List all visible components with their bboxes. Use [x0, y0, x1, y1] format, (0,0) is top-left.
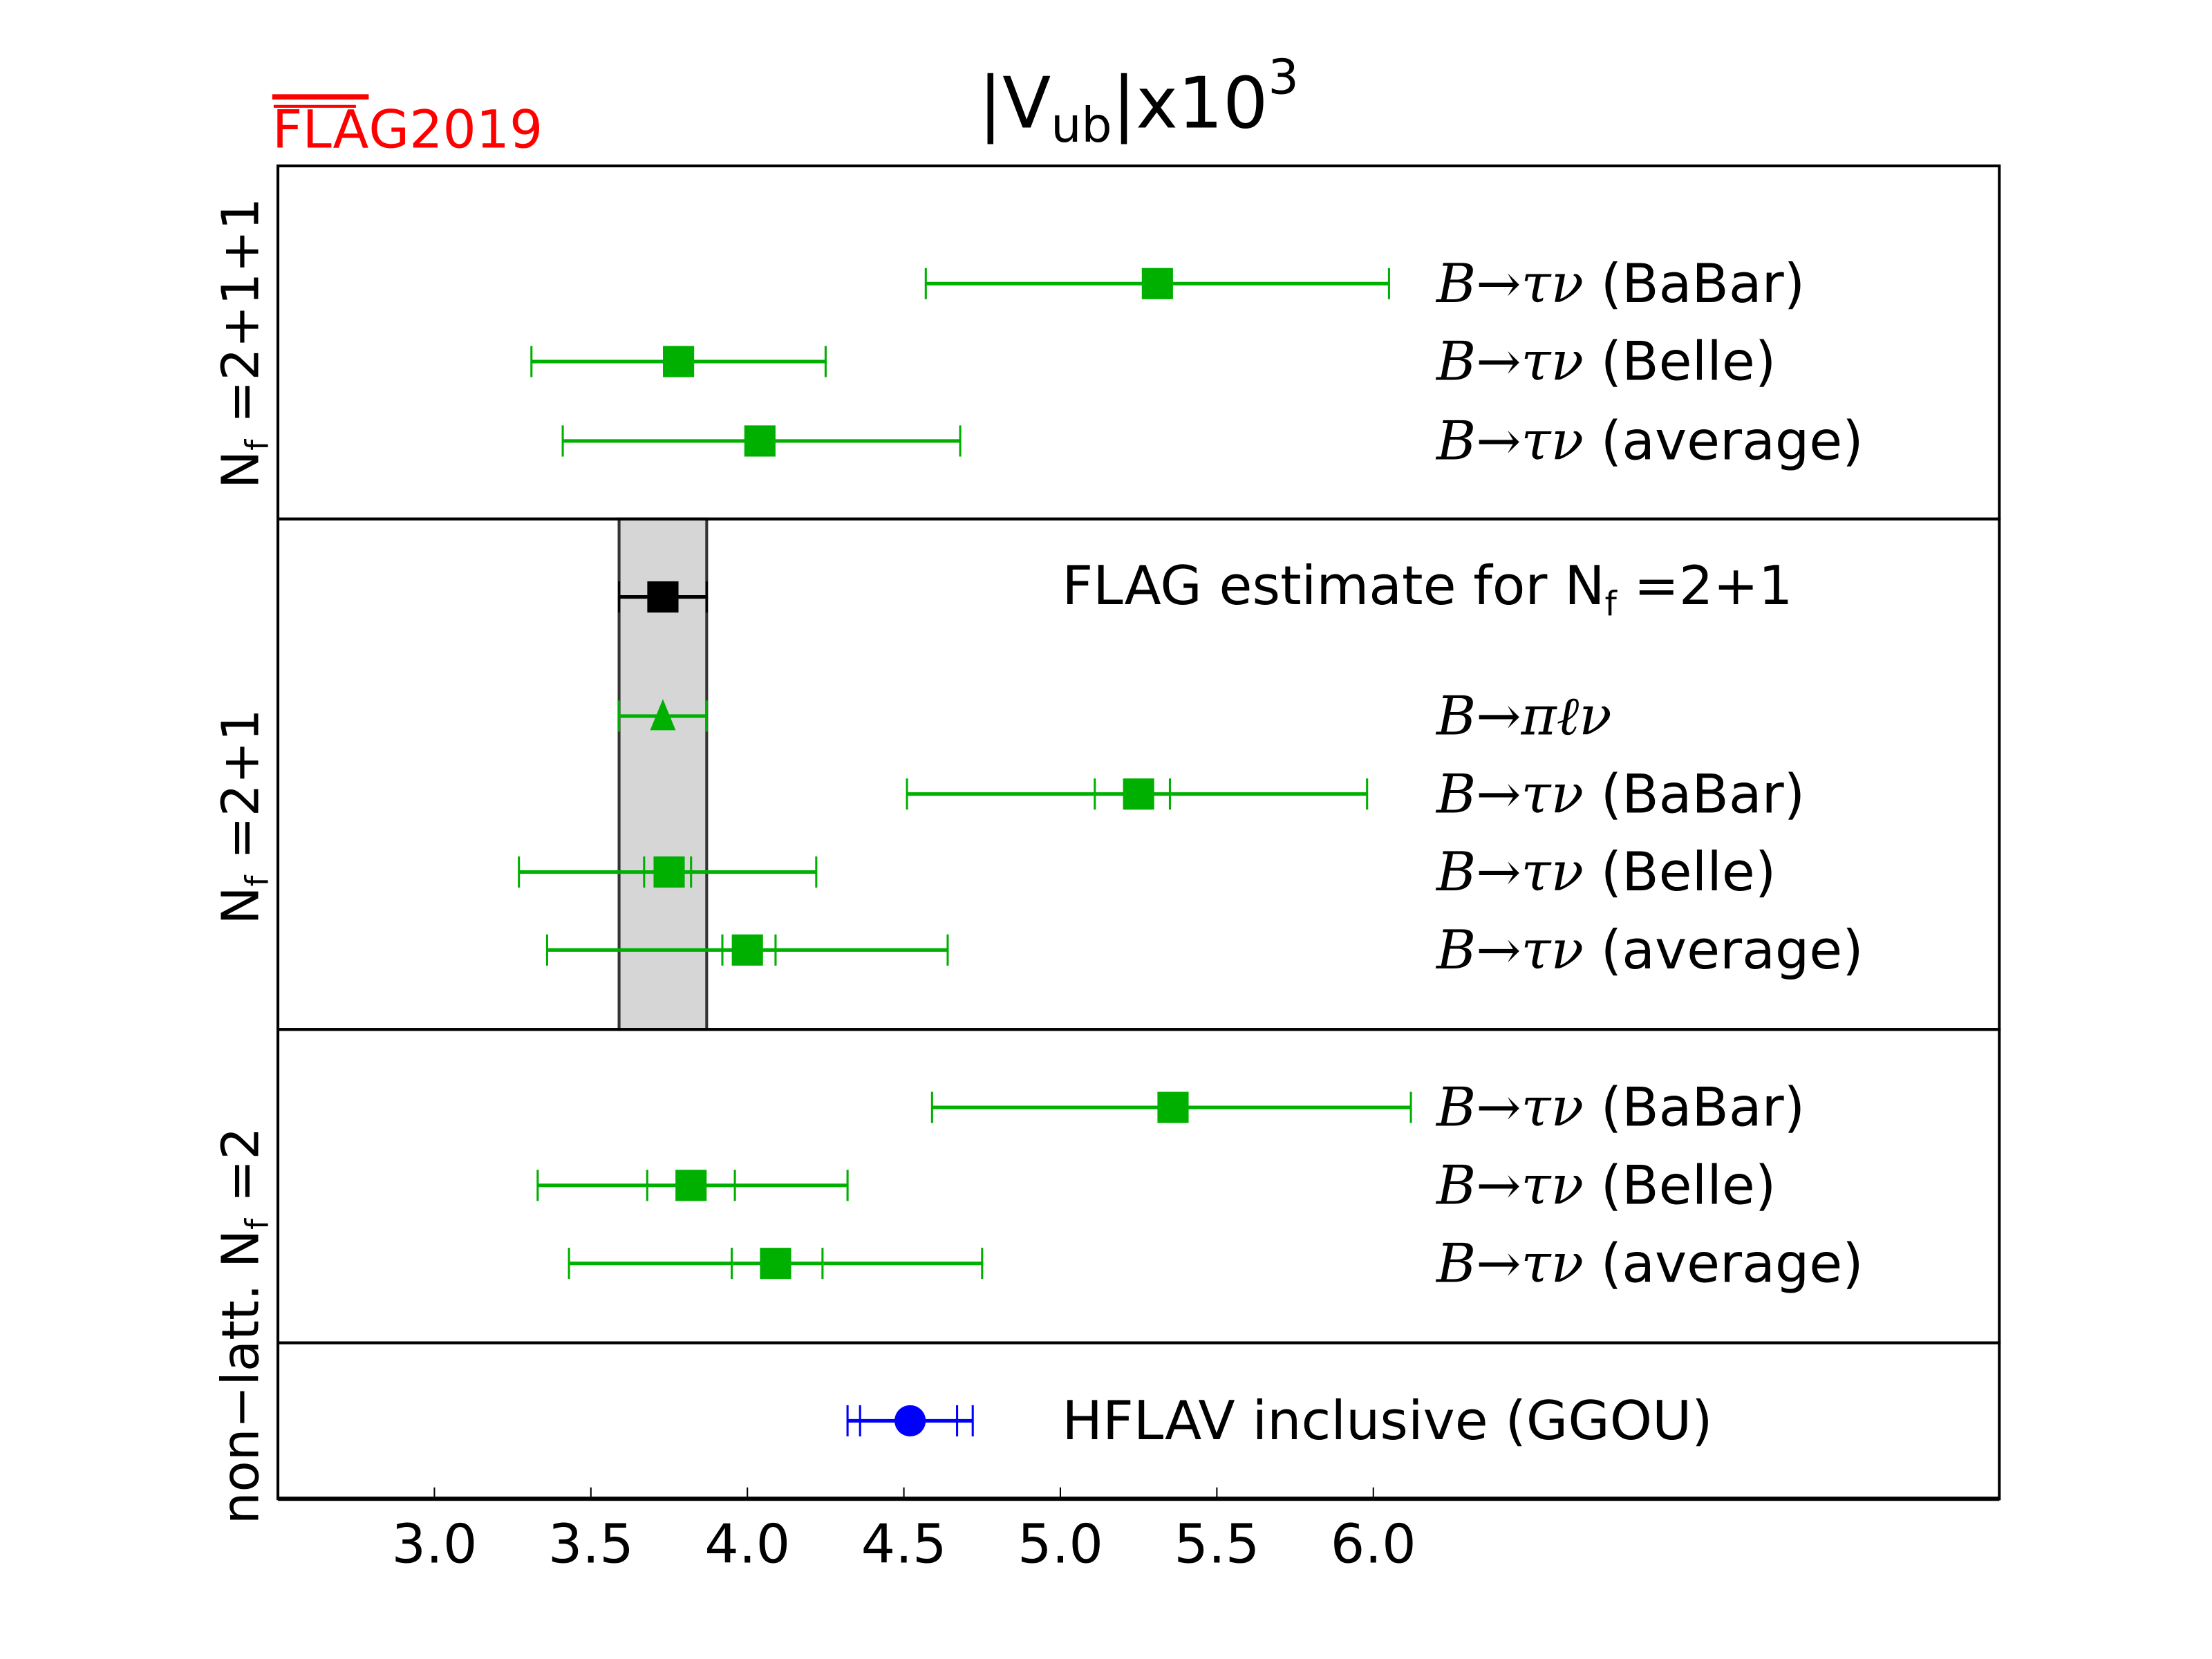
- point-label: B→τν (Belle): [1435, 331, 1776, 393]
- data-point-square: [1157, 1091, 1189, 1123]
- data-point-triangle: [650, 699, 676, 731]
- label-n: N: [211, 451, 270, 489]
- x-tick-label: 4.5: [861, 1514, 947, 1576]
- data-point-square: [1123, 778, 1154, 810]
- point-label: B→τν (average): [1435, 1232, 1864, 1295]
- point-label-name: (average): [1584, 919, 1864, 982]
- point-label-math: B→τν: [1435, 331, 1584, 393]
- panel-group-label: Nf =2+1: [211, 709, 275, 924]
- estimate-sub: f: [1605, 583, 1618, 624]
- panel-group-label: Nf =2+1+1: [211, 198, 275, 489]
- x-tick-label: 6.0: [1331, 1514, 1416, 1576]
- point-label: B→τν (BaBar): [1435, 763, 1805, 825]
- point-label-name: HFLAV inclusive (GGOU): [1062, 1390, 1712, 1452]
- point-label-name: (Belle): [1584, 331, 1776, 393]
- point-label: B→τν (BaBar): [1435, 1077, 1805, 1139]
- x-tick-label: 3.5: [548, 1514, 634, 1576]
- point-label: HFLAV inclusive (GGOU): [1062, 1390, 1712, 1452]
- point-label-name: (BaBar): [1584, 1077, 1805, 1139]
- label-n: N: [211, 1230, 270, 1268]
- point-label: B→τν (Belle): [1435, 841, 1776, 903]
- point-label-name: (Belle): [1584, 841, 1776, 903]
- point-label: B→τν (average): [1435, 919, 1864, 982]
- point-label-math: B→τν: [1435, 919, 1584, 982]
- point-label-math: B→τν: [1435, 1077, 1584, 1139]
- data-point-square: [731, 934, 763, 966]
- point-label: B→τν (BaBar): [1435, 253, 1805, 315]
- label-rest: =2: [211, 1127, 270, 1219]
- point-label-name: (Belle): [1584, 1155, 1776, 1217]
- data-point-square: [1141, 268, 1173, 299]
- flag-logo: FLAG2019: [272, 99, 543, 160]
- data-point-square: [663, 346, 695, 377]
- point-label-name: (average): [1584, 1232, 1864, 1295]
- x-tick-label: 5.0: [1018, 1514, 1103, 1576]
- data-point-square: [647, 581, 679, 613]
- point-label-math: B→τν: [1435, 841, 1584, 903]
- label-sub: f: [239, 439, 276, 451]
- point-label-name: (average): [1584, 411, 1864, 473]
- data-point-square: [675, 1170, 707, 1201]
- point-label: B→τν (Belle): [1435, 1155, 1776, 1217]
- label-rest: =2+1: [211, 709, 270, 875]
- label-rest: =2+1+1: [211, 198, 270, 440]
- point-label-math: B→τν: [1435, 763, 1584, 825]
- data-point-square: [744, 425, 776, 457]
- point-label-math: B→τν: [1435, 411, 1584, 473]
- point-label-math: B→τν: [1435, 253, 1584, 315]
- point-label-math: B→πℓν: [1435, 686, 1612, 748]
- point-label-name: (BaBar): [1584, 253, 1805, 315]
- data-point-square: [653, 856, 685, 888]
- point-label-math: B→τν: [1435, 1155, 1584, 1217]
- x-tick-label: 4.0: [704, 1514, 790, 1576]
- flag-estimate-label: FLAG estimate for Nf =2+1: [1062, 555, 1792, 624]
- estimate-text: FLAG estimate for N: [1062, 555, 1604, 617]
- label-sub: f: [239, 874, 276, 886]
- x-tick-label: 3.0: [391, 1514, 477, 1576]
- point-label-math: B→τν: [1435, 1232, 1584, 1295]
- chart-title: |Vub|x103: [979, 49, 1299, 153]
- label-nonlatt: non−latt.: [211, 1284, 270, 1525]
- data-point-square: [760, 1248, 791, 1280]
- x-tick-label: 5.5: [1174, 1514, 1259, 1576]
- estimate-rest: =2+1: [1617, 555, 1793, 617]
- label-n: N: [211, 886, 270, 924]
- label-space: [211, 1268, 270, 1284]
- data-point-circle: [894, 1405, 926, 1436]
- point-label: B→τν (average): [1435, 411, 1864, 473]
- point-label-name: (BaBar): [1584, 763, 1805, 825]
- point-label: B→πℓν: [1435, 686, 1612, 748]
- label-sub: f: [239, 1218, 276, 1230]
- panel-group-label: non−latt. Nf =2: [211, 1127, 275, 1525]
